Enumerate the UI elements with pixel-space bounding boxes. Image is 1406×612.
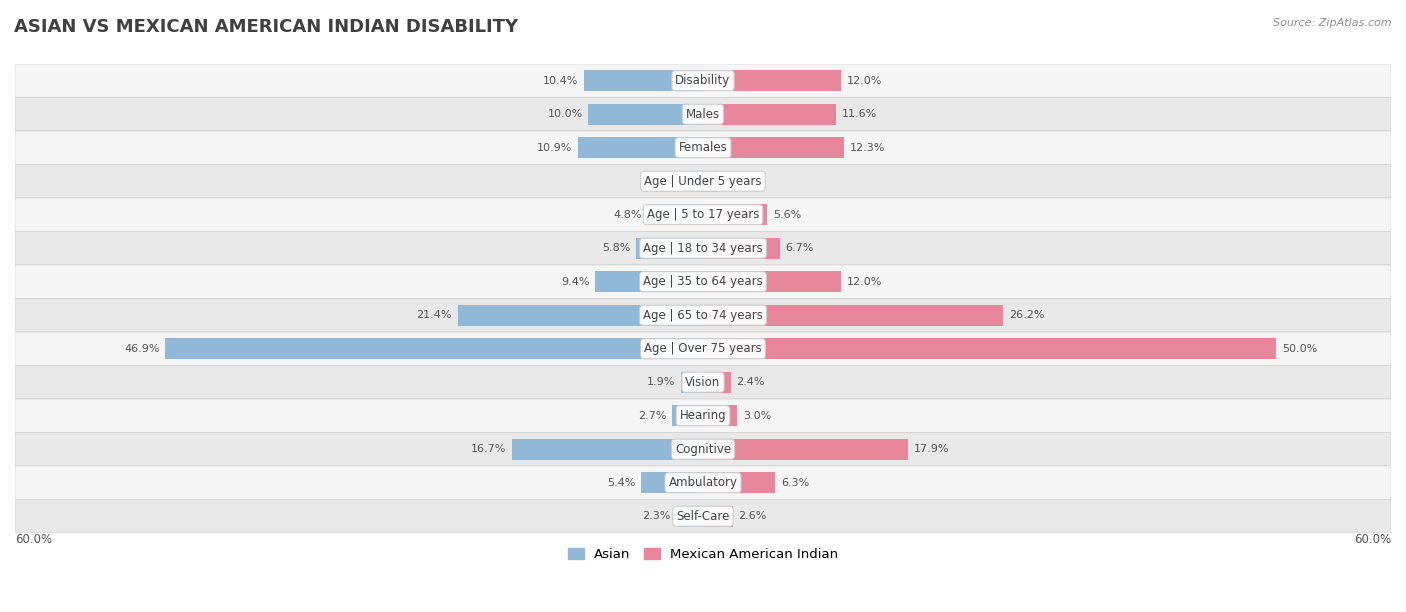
Text: Age | Under 5 years: Age | Under 5 years: [644, 174, 762, 188]
Text: Age | 35 to 64 years: Age | 35 to 64 years: [643, 275, 763, 288]
Text: 6.3%: 6.3%: [780, 478, 810, 488]
Bar: [672, 405, 703, 426]
Text: Age | 65 to 74 years: Age | 65 to 74 years: [643, 308, 763, 322]
Text: Males: Males: [686, 108, 720, 121]
Text: 60.0%: 60.0%: [15, 533, 52, 546]
Bar: [690, 171, 703, 192]
FancyBboxPatch shape: [15, 231, 1391, 265]
Bar: [166, 338, 703, 359]
Text: Hearing: Hearing: [679, 409, 727, 422]
Bar: [676, 506, 703, 526]
FancyBboxPatch shape: [15, 64, 1391, 97]
Text: 3.0%: 3.0%: [744, 411, 772, 420]
Text: 4.8%: 4.8%: [614, 210, 643, 220]
Bar: [703, 204, 768, 225]
Text: 5.4%: 5.4%: [607, 478, 636, 488]
Text: 10.0%: 10.0%: [547, 109, 582, 119]
Text: ASIAN VS MEXICAN AMERICAN INDIAN DISABILITY: ASIAN VS MEXICAN AMERICAN INDIAN DISABIL…: [14, 18, 519, 36]
FancyBboxPatch shape: [15, 198, 1391, 231]
FancyBboxPatch shape: [15, 97, 1391, 131]
Bar: [703, 70, 841, 91]
Text: 12.3%: 12.3%: [849, 143, 886, 153]
Text: Females: Females: [679, 141, 727, 154]
Text: Age | 18 to 34 years: Age | 18 to 34 years: [643, 242, 763, 255]
Text: Self-Care: Self-Care: [676, 510, 730, 523]
Bar: [703, 472, 775, 493]
Text: 6.7%: 6.7%: [786, 243, 814, 253]
Bar: [703, 238, 780, 259]
Text: 2.7%: 2.7%: [638, 411, 666, 420]
Text: 10.4%: 10.4%: [543, 76, 578, 86]
Bar: [578, 137, 703, 158]
Bar: [682, 372, 703, 392]
Text: 12.0%: 12.0%: [846, 277, 882, 286]
Text: Age | Over 75 years: Age | Over 75 years: [644, 342, 762, 355]
Bar: [703, 439, 908, 460]
Bar: [703, 405, 737, 426]
Text: 1.1%: 1.1%: [657, 176, 685, 186]
Text: 1.3%: 1.3%: [724, 176, 752, 186]
FancyBboxPatch shape: [15, 299, 1391, 332]
Bar: [637, 238, 703, 259]
Text: 2.6%: 2.6%: [738, 511, 766, 521]
Bar: [641, 472, 703, 493]
Text: 21.4%: 21.4%: [416, 310, 451, 320]
FancyBboxPatch shape: [15, 332, 1391, 365]
Text: 11.6%: 11.6%: [842, 109, 877, 119]
Text: 60.0%: 60.0%: [1354, 533, 1391, 546]
FancyBboxPatch shape: [15, 433, 1391, 466]
FancyBboxPatch shape: [15, 131, 1391, 165]
Bar: [703, 104, 837, 125]
Text: 50.0%: 50.0%: [1282, 344, 1317, 354]
Text: 1.9%: 1.9%: [647, 377, 675, 387]
Text: 16.7%: 16.7%: [471, 444, 506, 454]
FancyBboxPatch shape: [15, 466, 1391, 499]
FancyBboxPatch shape: [15, 265, 1391, 299]
FancyBboxPatch shape: [15, 399, 1391, 433]
Bar: [703, 137, 844, 158]
Bar: [703, 271, 841, 292]
Text: 9.4%: 9.4%: [561, 277, 589, 286]
Text: 5.8%: 5.8%: [602, 243, 631, 253]
Text: 17.9%: 17.9%: [914, 444, 949, 454]
Bar: [588, 104, 703, 125]
Text: Disability: Disability: [675, 74, 731, 87]
Bar: [583, 70, 703, 91]
Text: Age | 5 to 17 years: Age | 5 to 17 years: [647, 208, 759, 221]
Bar: [703, 305, 1004, 326]
Text: Cognitive: Cognitive: [675, 442, 731, 456]
Bar: [703, 171, 718, 192]
Bar: [457, 305, 703, 326]
Bar: [512, 439, 703, 460]
Text: 46.9%: 46.9%: [124, 344, 159, 354]
Text: 26.2%: 26.2%: [1010, 310, 1045, 320]
Legend: Asian, Mexican American Indian: Asian, Mexican American Indian: [562, 543, 844, 566]
Text: 5.6%: 5.6%: [773, 210, 801, 220]
Text: 12.0%: 12.0%: [846, 76, 882, 86]
Text: Source: ZipAtlas.com: Source: ZipAtlas.com: [1274, 18, 1392, 28]
Text: Vision: Vision: [685, 376, 721, 389]
Bar: [703, 506, 733, 526]
Text: Ambulatory: Ambulatory: [668, 476, 738, 489]
Text: 2.3%: 2.3%: [643, 511, 671, 521]
Text: 10.9%: 10.9%: [537, 143, 572, 153]
Bar: [595, 271, 703, 292]
Bar: [648, 204, 703, 225]
FancyBboxPatch shape: [15, 165, 1391, 198]
Text: 2.4%: 2.4%: [737, 377, 765, 387]
Bar: [703, 338, 1277, 359]
FancyBboxPatch shape: [15, 499, 1391, 533]
Bar: [703, 372, 731, 392]
FancyBboxPatch shape: [15, 365, 1391, 399]
